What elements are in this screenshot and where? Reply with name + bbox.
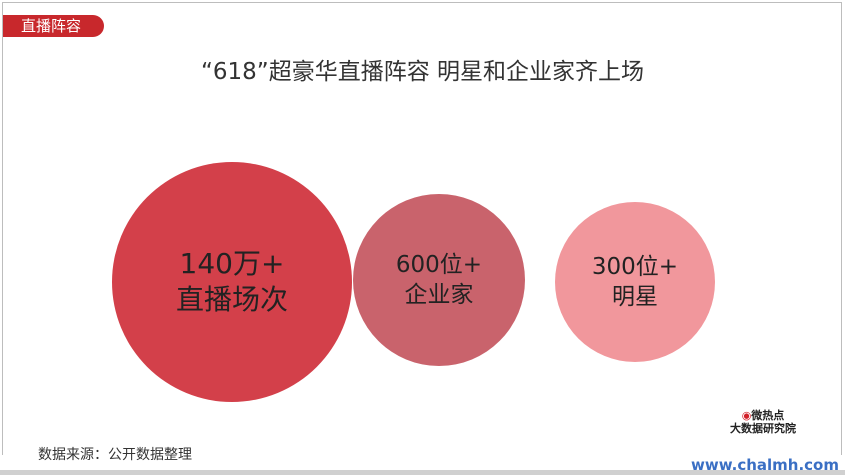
circle-value: 140万+ — [179, 247, 285, 280]
logo-line1: 微热点 — [751, 409, 785, 422]
bottom-bar — [0, 470, 845, 475]
logo-line2: 大数据研究院 — [730, 422, 796, 435]
watermark-url: www.chalmh.com — [691, 456, 839, 474]
data-source: 数据来源：公开数据整理 — [38, 447, 192, 463]
circle-label: 明星 — [612, 284, 658, 310]
logo: ◉微热点 大数据研究院 — [730, 409, 796, 435]
eye-icon: ◉ — [741, 409, 752, 422]
circle-live-sessions: 140万+ 直播场次 — [112, 162, 352, 402]
circle-value: 300位+ — [591, 254, 679, 280]
circle-value: 600位+ — [395, 252, 483, 278]
frame — [2, 2, 842, 455]
circle-entrepreneurs: 600位+ 企业家 — [353, 194, 525, 366]
section-tag: 直播阵容 — [3, 15, 104, 37]
circle-label: 直播场次 — [175, 283, 288, 316]
page-title: “618”超豪华直播阵容 明星和企业家齐上场 — [200, 59, 645, 85]
circle-label: 企业家 — [404, 282, 474, 308]
circle-celebrities: 300位+ 明星 — [555, 202, 715, 362]
